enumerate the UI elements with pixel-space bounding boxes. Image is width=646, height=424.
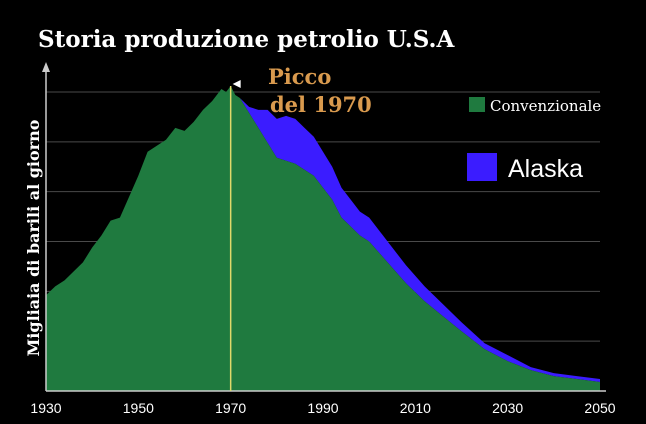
x-tick-label: 2050: [584, 400, 615, 416]
y-axis-label: Migliaia di barili al giorno: [24, 119, 43, 356]
peak-annotation-line2: del 1970: [270, 92, 372, 117]
x-tick-label: 2030: [492, 400, 523, 416]
legend: Convenzionale Alaska: [467, 97, 601, 183]
series-area-convenzionale: [46, 86, 600, 391]
legend-label-alaska: Alaska: [508, 155, 583, 183]
peak-annotation-line1: Picco: [268, 64, 331, 89]
x-tick-label: 1990: [307, 400, 338, 416]
x-tick-label: 1950: [123, 400, 154, 416]
x-tick-label: 1970: [215, 400, 246, 416]
x-tick-labels: 1930 1950 1970 1990 2010 2030 2050: [30, 400, 615, 416]
x-tick-label: 1930: [30, 400, 61, 416]
legend-swatch-alaska: [467, 153, 497, 181]
x-tick-label: 2010: [400, 400, 431, 416]
peak-pointer: [232, 80, 241, 88]
chart-title: Storia produzione petrolio U.S.A: [38, 26, 456, 53]
y-axis-arrow: [42, 62, 50, 72]
legend-swatch-convenzionale: [469, 97, 485, 112]
legend-label-convenzionale: Convenzionale: [490, 97, 601, 115]
